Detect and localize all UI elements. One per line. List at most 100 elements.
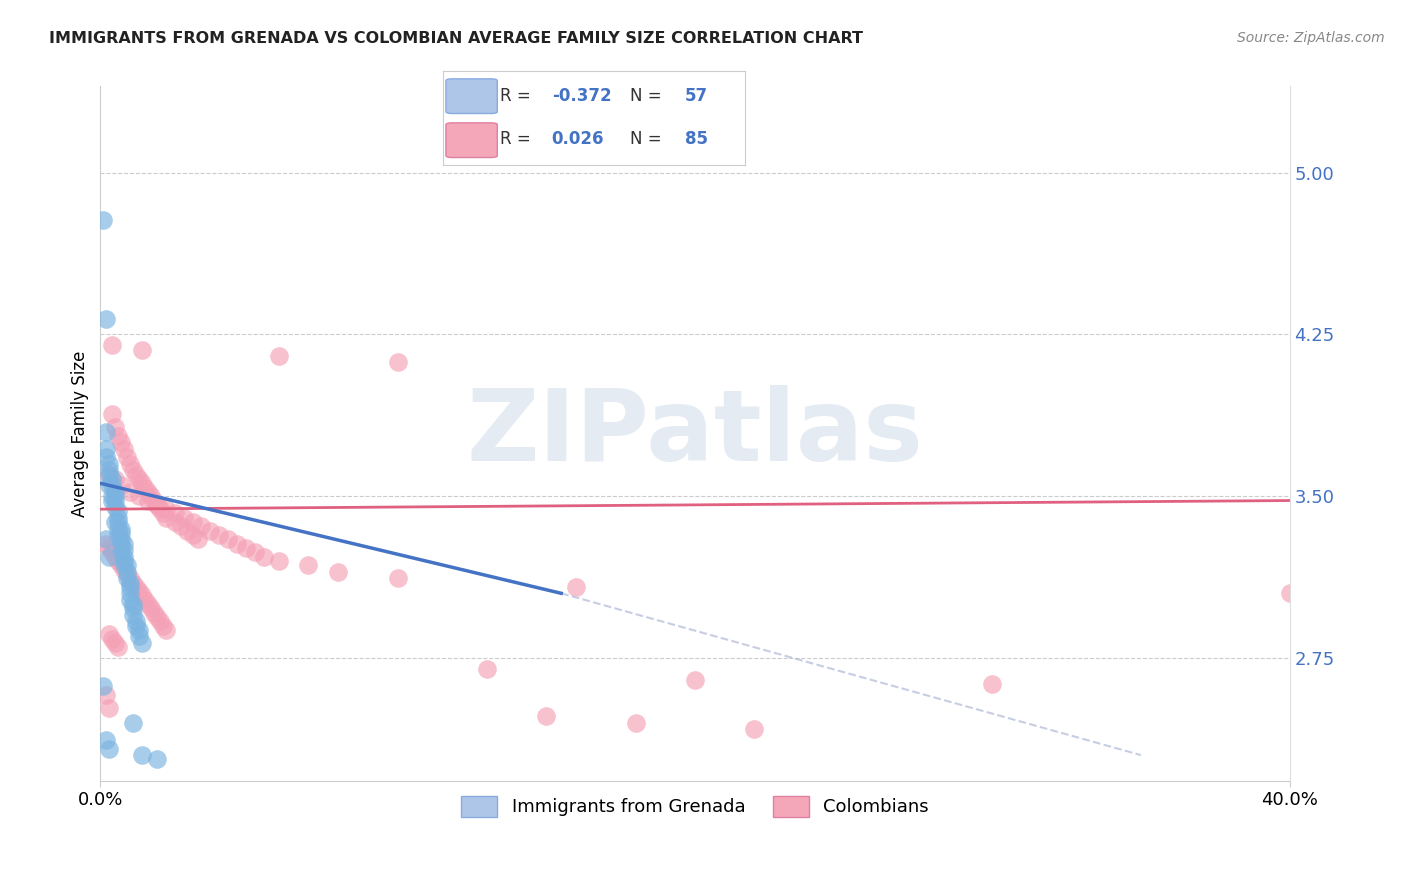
Point bbox=[98, 467, 121, 482]
Point bbox=[96, 733, 118, 747]
Point bbox=[267, 554, 290, 568]
Point bbox=[98, 549, 121, 564]
Point bbox=[235, 541, 257, 555]
Point bbox=[253, 549, 276, 564]
Point bbox=[226, 537, 249, 551]
Text: Source: ZipAtlas.com: Source: ZipAtlas.com bbox=[1237, 31, 1385, 45]
Point bbox=[98, 467, 121, 482]
Point bbox=[297, 558, 319, 573]
Point bbox=[112, 549, 135, 564]
Point bbox=[101, 478, 124, 492]
Point bbox=[120, 586, 142, 600]
Point bbox=[104, 493, 127, 508]
Point bbox=[475, 662, 498, 676]
Point bbox=[128, 584, 150, 599]
Point bbox=[128, 472, 150, 486]
Point bbox=[104, 500, 127, 514]
Point bbox=[101, 545, 124, 559]
Text: -0.372: -0.372 bbox=[551, 87, 612, 105]
Point bbox=[107, 640, 129, 655]
Point bbox=[107, 554, 129, 568]
Point bbox=[96, 450, 118, 465]
Point bbox=[104, 515, 127, 529]
Point bbox=[112, 543, 135, 558]
Point bbox=[142, 493, 165, 508]
Point bbox=[134, 592, 156, 607]
Point bbox=[122, 463, 145, 477]
FancyBboxPatch shape bbox=[446, 123, 498, 158]
Point bbox=[104, 420, 127, 434]
Point bbox=[107, 522, 129, 536]
Point bbox=[96, 312, 118, 326]
Point bbox=[181, 515, 204, 529]
Point bbox=[104, 484, 127, 499]
Point bbox=[101, 493, 124, 508]
Point bbox=[96, 442, 118, 456]
Point bbox=[98, 541, 121, 555]
Point bbox=[110, 435, 132, 450]
Point bbox=[107, 528, 129, 542]
Text: N =: N = bbox=[630, 87, 662, 105]
Point bbox=[181, 528, 204, 542]
Point bbox=[98, 457, 121, 471]
Point bbox=[134, 481, 156, 495]
Point bbox=[115, 450, 138, 465]
Point bbox=[120, 575, 142, 590]
Point bbox=[146, 498, 169, 512]
Point bbox=[387, 355, 409, 369]
Point bbox=[110, 558, 132, 573]
Point bbox=[112, 554, 135, 568]
Point bbox=[536, 709, 558, 723]
Point bbox=[101, 338, 124, 352]
Point bbox=[173, 511, 195, 525]
Point bbox=[744, 723, 766, 737]
Point bbox=[96, 533, 118, 547]
Point bbox=[131, 748, 153, 763]
Point bbox=[107, 511, 129, 525]
Point bbox=[101, 632, 124, 646]
Text: 85: 85 bbox=[685, 130, 707, 148]
Point bbox=[101, 407, 124, 421]
Point bbox=[98, 463, 121, 477]
Point bbox=[187, 533, 209, 547]
Point bbox=[96, 537, 118, 551]
Point bbox=[91, 213, 114, 227]
Point bbox=[122, 601, 145, 615]
Text: 57: 57 bbox=[685, 87, 707, 105]
Point bbox=[125, 618, 148, 632]
Point bbox=[163, 515, 186, 529]
Point bbox=[128, 630, 150, 644]
Point bbox=[98, 478, 121, 492]
Point bbox=[125, 615, 148, 629]
Point bbox=[155, 511, 177, 525]
Point bbox=[208, 528, 231, 542]
Point bbox=[96, 688, 118, 702]
Point bbox=[101, 489, 124, 503]
Point bbox=[146, 610, 169, 624]
Point bbox=[120, 457, 142, 471]
Point bbox=[328, 565, 350, 579]
Point bbox=[104, 489, 127, 503]
Point bbox=[131, 636, 153, 650]
Point bbox=[125, 467, 148, 482]
Point bbox=[190, 519, 212, 533]
Point bbox=[683, 673, 706, 687]
Point bbox=[146, 498, 169, 512]
Point bbox=[107, 504, 129, 518]
Point bbox=[107, 429, 129, 443]
Point bbox=[136, 597, 159, 611]
Point bbox=[131, 589, 153, 603]
Point bbox=[387, 571, 409, 585]
Point bbox=[200, 524, 222, 538]
Point bbox=[128, 623, 150, 637]
Point bbox=[128, 489, 150, 503]
Point bbox=[131, 476, 153, 491]
Point bbox=[122, 597, 145, 611]
Point bbox=[122, 715, 145, 730]
Point bbox=[96, 425, 118, 439]
Point bbox=[155, 502, 177, 516]
Point bbox=[267, 349, 290, 363]
Point bbox=[101, 472, 124, 486]
Point bbox=[155, 623, 177, 637]
Point bbox=[139, 489, 162, 503]
